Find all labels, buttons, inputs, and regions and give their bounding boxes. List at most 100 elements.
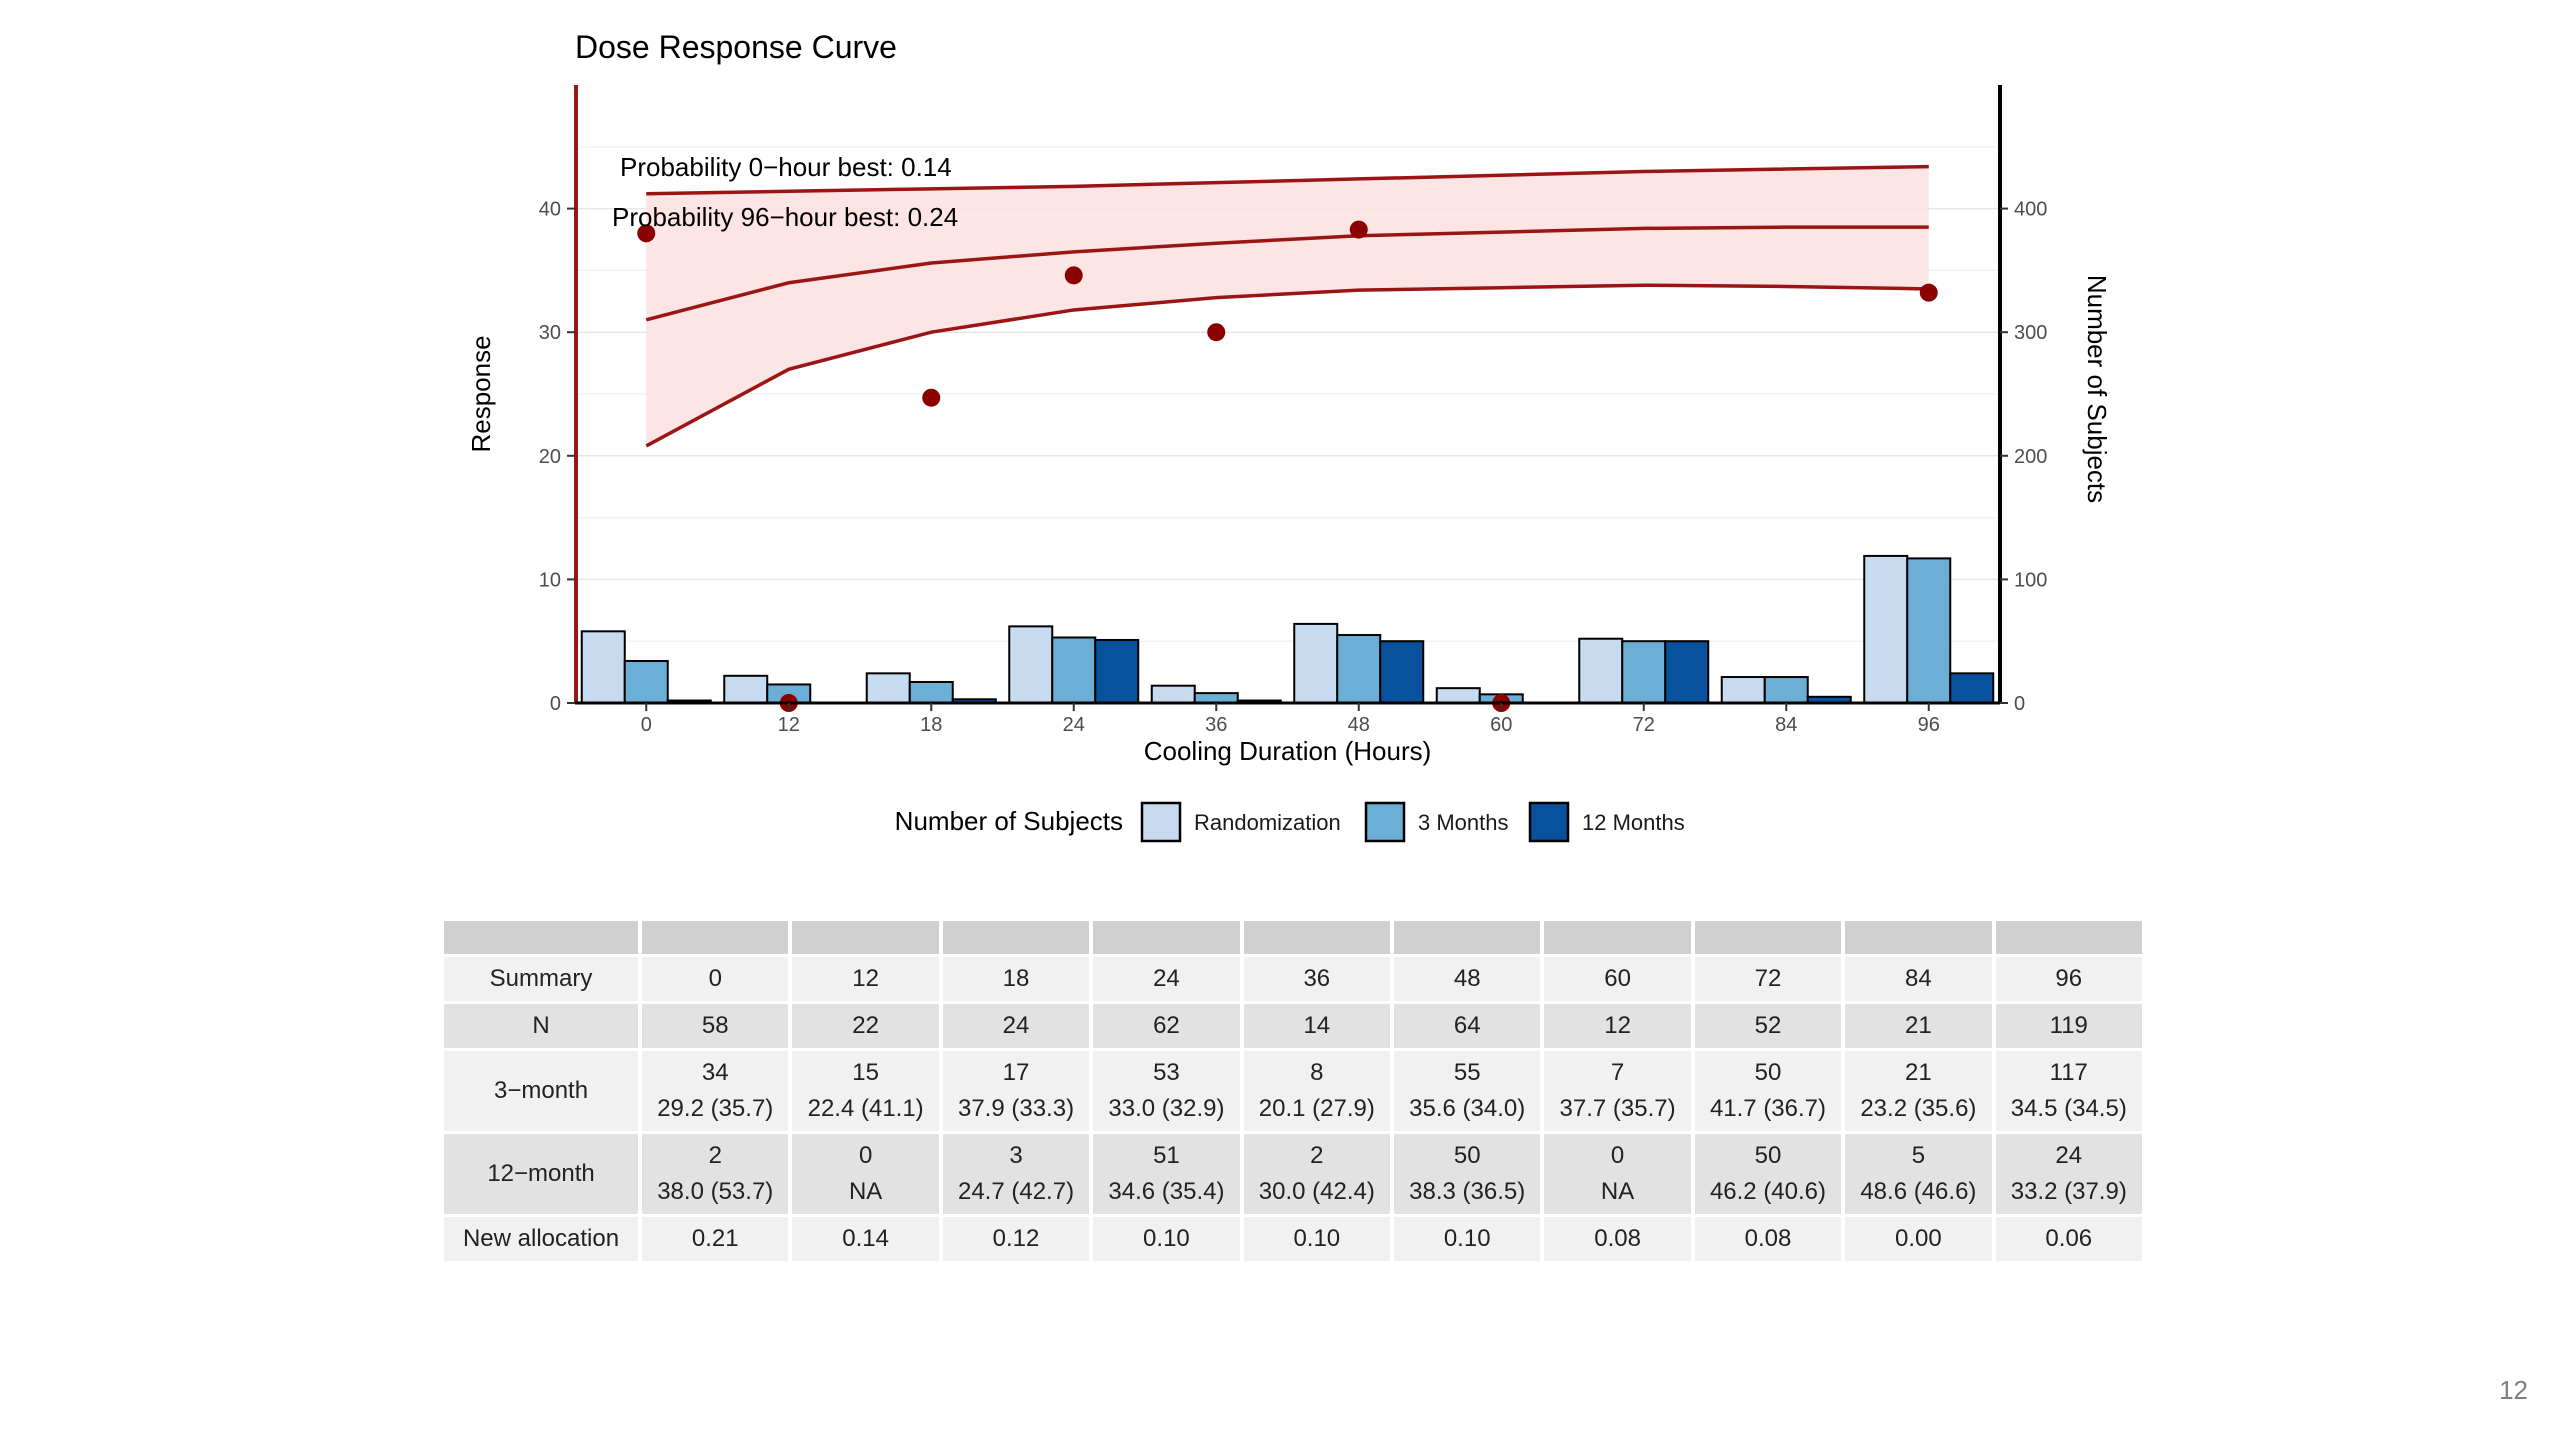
table-cell: 24 (942, 1004, 1090, 1048)
response-line-lower (645, 283, 1929, 448)
y-tick-label: 20 (539, 446, 561, 468)
bar (1336, 634, 1382, 705)
bar (865, 672, 911, 704)
legend-title: Number of Subjects (895, 806, 1123, 836)
table-cell: 14 (1243, 1004, 1390, 1048)
cell-text: 30.0 (42.4) (1258, 1178, 1375, 1205)
table-cell: 21 23.2 (35.6) (1845, 1051, 1992, 1131)
table-cell: 51 34.6 (35.4) (1093, 1134, 1240, 1214)
table-cell: 58 (642, 1004, 789, 1048)
cell-text: 7 (1610, 1059, 1625, 1086)
table-cell: 24 (1093, 957, 1240, 1001)
cell-text: 0.00 (1895, 1225, 1942, 1252)
table-row: 3−month 34 29.2 (35.7) 15 22.4 (41.1) 17 37.9 … (444, 1051, 2142, 1131)
bar (1863, 554, 1909, 705)
table-header-cell (792, 921, 939, 954)
cell-text: 8 (1310, 1059, 1324, 1086)
table-cell: 50 46.2 (40.6) (1694, 1134, 1842, 1214)
y-tick-label: 30 (539, 322, 561, 344)
cell-text: 41.7 (36.7) (1709, 1095, 1827, 1122)
table-header-row (444, 921, 2142, 954)
row-label: 3−month (444, 1051, 639, 1131)
cell-text: 48.6 (46.6) (1860, 1178, 1977, 1205)
bar (723, 674, 769, 704)
table-cell: 55 35.6 (34.0) (1394, 1051, 1541, 1131)
table-cell: 22 (792, 1004, 939, 1048)
y2-tick-label: 0 (2014, 693, 2025, 715)
bar (1150, 684, 1196, 704)
table-cell: 2 30.0 (42.4) (1243, 1134, 1390, 1214)
cell-text: 34 (701, 1059, 729, 1086)
x-tick-label: 48 (1348, 714, 1370, 736)
cell-text: 84 (1905, 965, 1932, 992)
table-header-cell (1694, 921, 1842, 954)
table-cell: 72 (1694, 957, 1842, 1001)
bar (1578, 637, 1624, 705)
cell-text: 15 (852, 1059, 879, 1086)
x-tick-label: 36 (1205, 714, 1227, 736)
table-cell: 64 (1394, 1004, 1541, 1048)
cell-text: 62 (1153, 1012, 1180, 1039)
table-cell: 21 (1845, 1004, 1992, 1048)
y2-tick-label: 200 (2014, 446, 2047, 468)
table-cell: 0.21 (642, 1217, 789, 1261)
table-row: Summary 0 12 18 24 36 48 60 72 84 96 (444, 957, 2142, 1001)
legend-swatch (1528, 801, 1570, 843)
annotation-96-hour: Probability 96−hour best: 0.24 (612, 202, 958, 232)
summary-table: Summary 0 12 18 24 36 48 60 72 84 96 N 58 22 24 62 14 64 1… (440, 918, 2146, 1264)
cell-text: 96 (2055, 965, 2083, 992)
x-tick-label: 96 (1918, 714, 1940, 736)
table-row: 12−month 2 38.0 (53.7) 0 NA 3 24.7 (42.7) 51 34.… (444, 1134, 2142, 1214)
row-label: New allocation (444, 1217, 639, 1261)
table-header-cell (1544, 921, 1691, 954)
table-cell: 15 22.4 (41.1) (792, 1051, 939, 1131)
bar (1051, 636, 1097, 705)
cell-text: 3 (1009, 1142, 1023, 1169)
data-point (922, 388, 941, 407)
bar (1379, 640, 1425, 705)
table-cell: 0 (642, 957, 789, 1001)
cell-text: 12 (852, 965, 879, 992)
cell-text: 53 (1153, 1059, 1180, 1086)
annotation-0-hour: Probability 0−hour best: 0.14 (620, 152, 952, 182)
table-cell: 17 37.9 (33.3) (942, 1051, 1090, 1131)
cell-text: 29.2 (35.7) (657, 1095, 774, 1122)
x-axis-title: Cooling Duration (Hours) (1144, 736, 1432, 766)
cell-text: 5 (1911, 1142, 1926, 1169)
x-tick-label: 24 (1063, 714, 1085, 736)
cell-text: 0.21 (691, 1225, 739, 1252)
cell-text: 0 (708, 965, 722, 992)
table-cell: 0.06 (1995, 1217, 2142, 1261)
response-line-mean (645, 225, 1929, 322)
x-tick-label: 60 (1490, 714, 1512, 736)
table-cell: 36 (1243, 957, 1390, 1001)
cell-text: 37.7 (35.7) (1559, 1095, 1676, 1122)
x-tick-label: 0 (641, 714, 652, 736)
table-header-cell (1243, 921, 1390, 954)
table-cell: 2 38.0 (53.7) (642, 1134, 789, 1214)
table-cell: 0.12 (942, 1217, 1090, 1261)
table-cell: 0.08 (1694, 1217, 1842, 1261)
table-header-cell (444, 921, 639, 954)
table-cell: 34 29.2 (35.7) (642, 1051, 789, 1131)
cell-text: 46.2 (40.6) (1709, 1178, 1827, 1205)
cell-text: 51 (1153, 1142, 1180, 1169)
cell-text: 34.5 (34.5) (2010, 1095, 2127, 1122)
table-cell: 0 NA (1544, 1134, 1691, 1214)
cell-text: 36 (1303, 965, 1331, 992)
table-row: New allocation 0.21 0.14 0.12 0.10 0.10 0.10 0.… (444, 1217, 2142, 1261)
table-cell: 24 33.2 (37.9) (1995, 1134, 2142, 1214)
cell-text: NA (1600, 1178, 1635, 1205)
table-cell: 8 20.1 (27.9) (1243, 1051, 1390, 1131)
table-cell: 7 37.7 (35.7) (1544, 1051, 1691, 1131)
bar (908, 680, 954, 704)
cell-text: 0.12 (992, 1225, 1040, 1252)
table-cell: 18 (942, 957, 1090, 1001)
response-line-upper (646, 164, 1929, 196)
cell-text: 24 (1153, 965, 1180, 992)
cell-text: 22 (852, 1012, 879, 1039)
data-point (637, 224, 656, 243)
table-cell: 96 (1995, 957, 2142, 1001)
cell-text: 12 (1604, 1012, 1631, 1039)
